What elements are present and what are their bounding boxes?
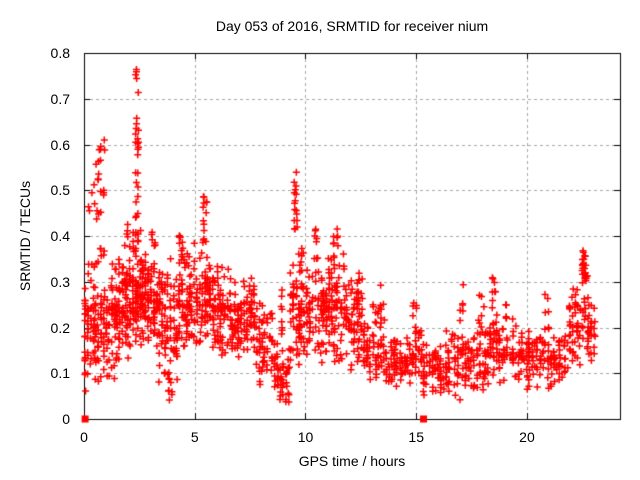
x-tick-label: 20 — [519, 429, 535, 445]
x-tick-label: 10 — [297, 429, 314, 445]
y-tick-label: 0.1 — [50, 365, 70, 382]
y-tick-label: 0.4 — [50, 228, 70, 244]
x-tick-label: 0 — [80, 429, 88, 445]
y-tick-label: 0.6 — [50, 136, 70, 153]
x-tick-label: 5 — [190, 429, 199, 445]
x-tick-label: 15 — [408, 429, 425, 445]
y-tick-label: 0.2 — [50, 319, 70, 336]
y-tick-label: 0.7 — [50, 90, 70, 107]
y-tick-label: 0.8 — [50, 45, 70, 61]
y-tick-label: 0.5 — [50, 182, 70, 199]
chart-title: Day 053 of 2016, SRMTID for receiver niu… — [215, 18, 489, 34]
y-tick-label: 0.3 — [50, 273, 70, 290]
y-tick-label: 0 — [62, 411, 70, 427]
x-axis-title: GPS time / hours — [298, 453, 406, 469]
